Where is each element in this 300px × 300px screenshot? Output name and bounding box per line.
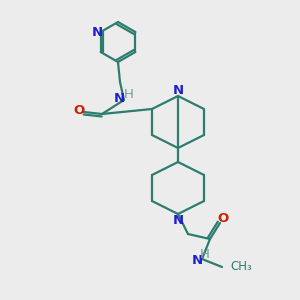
Text: O: O	[218, 212, 229, 224]
Text: O: O	[74, 104, 85, 118]
Text: H: H	[200, 248, 210, 260]
Text: N: N	[191, 254, 203, 266]
Text: N: N	[113, 92, 124, 106]
Text: N: N	[92, 26, 103, 38]
Text: N: N	[172, 214, 184, 226]
Text: N: N	[172, 85, 184, 98]
Text: H: H	[124, 88, 134, 101]
Text: CH₃: CH₃	[230, 260, 252, 274]
